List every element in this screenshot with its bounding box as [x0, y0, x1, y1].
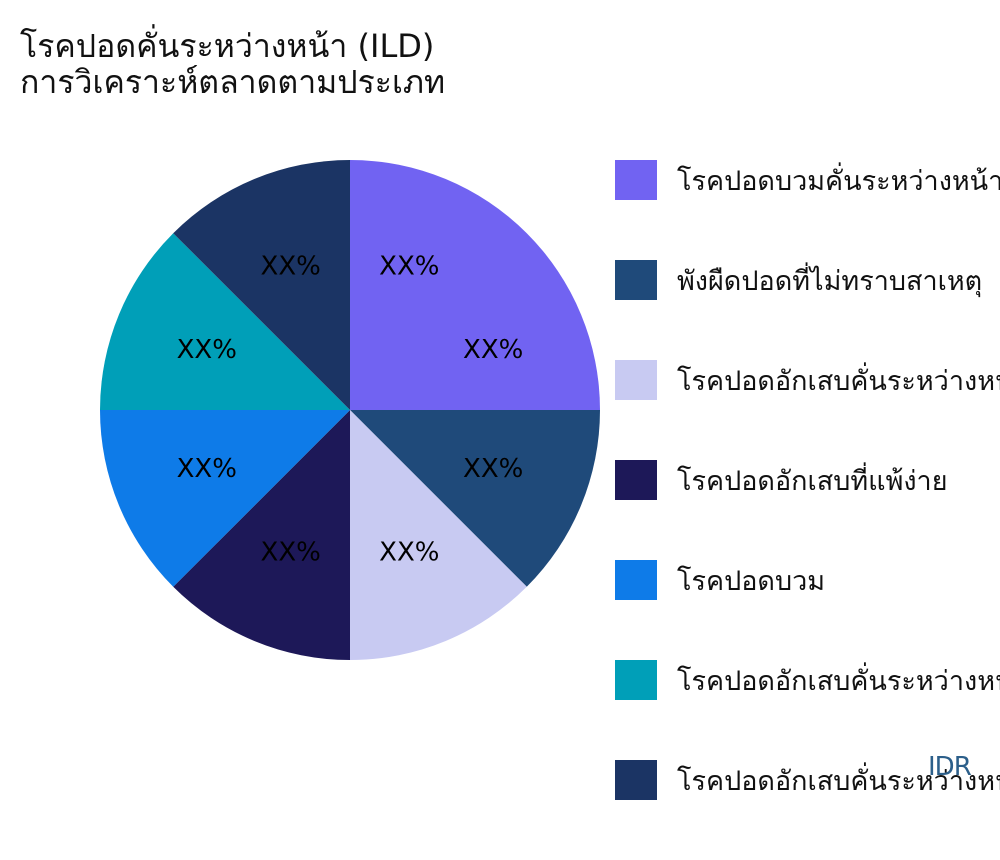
pie-slices [100, 160, 600, 660]
legend-label-4: โรคปอดอักเสบที่แพ้ง่าย [677, 465, 948, 497]
pie-slice-7 [173, 160, 350, 410]
legend-item-4: โรคปอดอักเสบที่แพ้ง่าย [615, 460, 948, 500]
legend-swatch-3 [615, 360, 657, 400]
pie-slice-label-4: XX% [261, 538, 321, 568]
chart-title-line-1: โรคปอดคั่นระหว่างหน้า (ILD) [20, 27, 435, 65]
pie-slice-label-6: XX% [177, 335, 237, 365]
pie-slice-label-1-1: XX% [379, 251, 439, 281]
legend-label-3: โรคปอดอักเสบคั่นระหว่างหน้า [677, 365, 1000, 397]
pie-slice-label-1-2: XX% [463, 335, 523, 365]
legend-item-1: โรคปอดบวมคั่นระหว่างหน้า [615, 160, 1000, 200]
legend-swatch-7 [615, 760, 657, 800]
pie-slice-5 [100, 410, 350, 587]
brand-watermark: IDR [928, 752, 972, 782]
pie-slice-4 [173, 410, 350, 660]
legend: โรคปอดบวมคั่นระหว่างหน้าพังผืดปอดที่ไม่ท… [615, 160, 1000, 860]
chart-title-line-2: การวิเคราะห์ตลาดตามประเภท [20, 63, 446, 101]
legend-swatch-4 [615, 460, 657, 500]
legend-label-5: โรคปอดบวม [677, 565, 826, 597]
legend-label-1: โรคปอดบวมคั่นระหว่างหน้า [677, 165, 1000, 197]
legend-item-7: โรคปอดอักเสบคั่นระหว่างหน้า [615, 760, 1000, 800]
pie-slice-1 [350, 160, 600, 410]
pie-slice-label-7: XX% [261, 251, 321, 281]
pie-slice-labels: XX% XX% XX% XX% XX% XX% XX% XX% [177, 251, 524, 567]
pie-slice-2 [350, 410, 600, 587]
pie-slice-3 [350, 410, 527, 660]
legend-item-5: โรคปอดบวม [615, 560, 825, 600]
legend-swatch-1 [615, 160, 657, 200]
pie-slice-6 [100, 233, 350, 410]
pie-slice-label-5: XX% [177, 454, 237, 484]
pie-slice-label-3: XX% [379, 538, 439, 568]
legend-item-3: โรคปอดอักเสบคั่นระหว่างหน้า [615, 360, 1000, 400]
legend-item-2: พังผืดปอดที่ไม่ทราบสาเหตุ [615, 260, 982, 300]
legend-label-2: พังผืดปอดที่ไม่ทราบสาเหตุ [677, 265, 983, 297]
pie-chart: XX% XX% XX% XX% XX% XX% XX% XX% [100, 160, 600, 660]
legend-swatch-5 [615, 560, 657, 600]
legend-label-7: โรคปอดอักเสบคั่นระหว่างหน้า [677, 765, 1000, 797]
chart-title: โรคปอดคั่นระหว่างหน้า (ILD) การวิเคราะห์… [20, 28, 445, 100]
legend-label-6: โรคปอดอักเสบคั่นระหว่างหน้า [677, 665, 1000, 697]
legend-swatch-6 [615, 660, 657, 700]
pie-slice-label-2: XX% [463, 454, 523, 484]
legend-swatch-2 [615, 260, 657, 300]
legend-item-6: โรคปอดอักเสบคั่นระหว่างหน้า [615, 660, 1000, 700]
